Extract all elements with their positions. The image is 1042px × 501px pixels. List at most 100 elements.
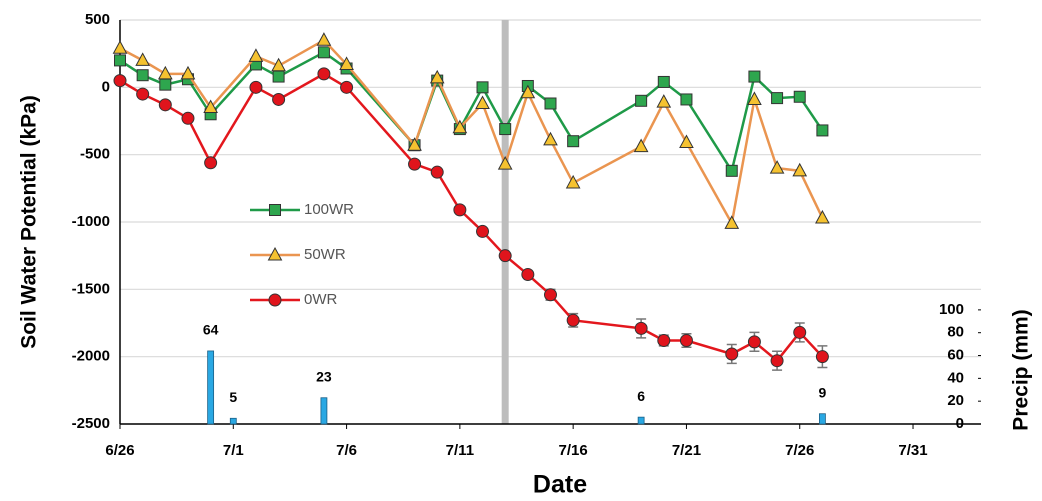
marker xyxy=(793,90,806,103)
legend-label: 50WR xyxy=(304,246,346,263)
y-tick-label: -2500 xyxy=(72,415,110,432)
marker xyxy=(180,65,196,80)
x-tick-label: 7/16 xyxy=(559,442,588,459)
marker xyxy=(113,74,127,88)
marker xyxy=(725,164,738,177)
y-tick-label: -1000 xyxy=(72,213,110,230)
marker xyxy=(476,81,489,94)
marker xyxy=(339,56,354,70)
marker xyxy=(316,32,332,46)
bar-value-label: 6 xyxy=(637,388,645,404)
y-tick-label: 0 xyxy=(102,78,110,95)
bar-value-label: 5 xyxy=(229,389,237,405)
marker xyxy=(272,92,286,106)
legend-label: 100WR xyxy=(304,201,354,218)
marker xyxy=(544,97,557,110)
marker xyxy=(136,87,150,101)
marker xyxy=(272,70,285,83)
x-tick-label: 7/26 xyxy=(785,442,814,459)
marker xyxy=(159,78,172,91)
marker xyxy=(567,135,580,148)
marker xyxy=(476,224,490,238)
marker xyxy=(317,46,330,59)
marker xyxy=(565,174,581,189)
x-tick-label: 7/1 xyxy=(223,442,244,459)
marker xyxy=(679,134,694,149)
marker xyxy=(793,325,807,339)
marker xyxy=(408,157,422,171)
marker xyxy=(340,80,354,94)
marker xyxy=(520,84,536,99)
marker xyxy=(679,334,693,348)
marker xyxy=(407,137,422,151)
marker xyxy=(499,123,512,136)
marker xyxy=(158,98,172,112)
marker xyxy=(114,54,126,67)
marker xyxy=(635,94,648,107)
marker xyxy=(203,99,218,114)
marker xyxy=(181,111,195,125)
marker xyxy=(249,80,263,94)
y-tick-label: -500 xyxy=(80,146,110,163)
bar-value-label: 23 xyxy=(316,368,332,384)
legend-marker xyxy=(269,204,281,216)
marker xyxy=(475,95,490,109)
marker xyxy=(725,347,739,361)
y2-tick-label: 40 xyxy=(947,369,964,386)
y2-tick-label: 80 xyxy=(947,324,964,341)
y-tick-label: -1500 xyxy=(72,280,110,297)
y-tick-label: 500 xyxy=(85,11,110,28)
marker xyxy=(747,91,762,105)
bar-value-label: 64 xyxy=(203,322,219,338)
marker xyxy=(566,313,580,327)
marker xyxy=(724,215,740,229)
marker xyxy=(770,354,784,368)
marker xyxy=(657,334,671,348)
marker xyxy=(430,165,444,179)
x-axis-title: Date xyxy=(533,471,587,499)
marker xyxy=(248,48,264,62)
marker xyxy=(657,75,670,88)
marker-band xyxy=(501,20,509,424)
marker xyxy=(317,67,331,81)
marker xyxy=(792,162,808,177)
marker xyxy=(521,268,535,282)
series-line xyxy=(119,38,824,227)
marker xyxy=(112,40,128,54)
marker xyxy=(271,57,286,72)
marker xyxy=(633,138,649,153)
marker xyxy=(656,94,672,108)
marker xyxy=(815,209,830,224)
marker xyxy=(815,350,829,364)
series-line xyxy=(119,50,824,174)
marker xyxy=(769,160,785,174)
bar-value-label: 9 xyxy=(818,384,826,400)
x-tick-label: 7/11 xyxy=(446,442,474,459)
y-axis-title: Soil Water Potential (kPa) xyxy=(18,95,41,349)
y2-axis-title: Precip (mm) xyxy=(1010,309,1033,430)
marker xyxy=(497,156,513,170)
marker xyxy=(543,131,558,146)
legend-marker xyxy=(267,246,283,261)
precip-bar xyxy=(637,416,645,425)
marker xyxy=(498,249,512,263)
marker xyxy=(453,203,467,217)
marker xyxy=(771,92,784,105)
marker xyxy=(816,124,829,137)
precip-bar xyxy=(320,397,328,425)
marker xyxy=(136,69,149,82)
legend-marker xyxy=(268,293,282,307)
legend-label: 0WR xyxy=(304,291,338,308)
marker xyxy=(157,65,173,80)
marker xyxy=(429,69,445,84)
x-tick-label: 7/21 xyxy=(672,442,701,459)
marker xyxy=(452,119,468,134)
y-tick-label: -2000 xyxy=(72,348,110,365)
y2-tick-label: 20 xyxy=(947,392,964,409)
x-tick-label: 7/31 xyxy=(898,442,927,459)
y2-tick-label: 60 xyxy=(947,346,964,363)
marker xyxy=(135,52,150,66)
marker xyxy=(544,288,557,302)
precip-bar xyxy=(207,350,215,425)
